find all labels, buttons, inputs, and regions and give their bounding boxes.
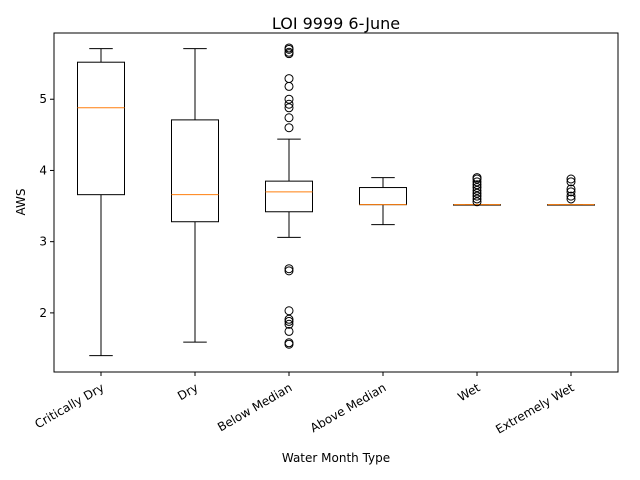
outlier-point [472, 177, 482, 187]
outlier-point [472, 185, 482, 195]
outlier-point [472, 188, 482, 198]
outlier-point [472, 197, 482, 207]
x-tick-label: Below Median [215, 380, 294, 434]
y-axis: 2 3 4 5 [39, 92, 54, 320]
outlier-point [284, 99, 294, 109]
outlier-point [566, 177, 576, 187]
box-group [547, 174, 595, 206]
x-tick-label: Extremely Wet [493, 380, 576, 436]
box-group [359, 177, 407, 226]
outlier-point [284, 306, 294, 316]
y-tick-label: 2 [39, 306, 47, 320]
outlier-point [284, 44, 294, 54]
x-tick-label: Critically Dry [32, 380, 106, 431]
outlier-point [284, 266, 294, 276]
x-axis-label: Water Month Type [282, 451, 390, 465]
y-tick-label: 4 [39, 163, 47, 177]
box-iqr [265, 180, 313, 213]
x-tick-label: Dry [175, 380, 200, 403]
outlier-point [566, 194, 576, 204]
box-group [77, 48, 125, 357]
outlier-point [472, 194, 482, 204]
box-iqr [171, 119, 219, 223]
y-tick-label: 5 [39, 92, 47, 106]
outlier-point [284, 81, 294, 91]
y-axis-label: AWS [14, 188, 28, 215]
outlier-point [472, 191, 482, 201]
outlier-point [284, 94, 294, 104]
chart-title: LOI 9999 6-June [272, 14, 400, 33]
axes-frame [53, 32, 619, 373]
outlier-point [284, 49, 294, 59]
box-group [171, 48, 219, 343]
x-axis: Critically Dry Dry Below Median Above Media… [32, 372, 577, 437]
outlier-point [284, 319, 294, 329]
outlier-point [284, 123, 294, 133]
outlier-point [284, 326, 294, 336]
outlier-point [284, 113, 294, 123]
box-group [453, 173, 501, 207]
outlier-point [472, 180, 482, 190]
box-group [265, 43, 313, 349]
outlier-point [284, 74, 294, 84]
y-tick-label: 3 [39, 235, 47, 249]
outlier-point [284, 316, 294, 326]
outlier-point [566, 184, 576, 194]
outlier-point [566, 187, 576, 197]
box-iqr [359, 187, 407, 206]
box-iqr [77, 61, 125, 196]
outlier-point [284, 314, 294, 324]
x-tick-label: Wet [455, 380, 482, 404]
x-tick-label: Above Median [308, 380, 389, 435]
outlier-point [284, 103, 294, 113]
outlier-point [472, 183, 482, 193]
outlier-point [284, 264, 294, 274]
outlier-point [566, 174, 576, 184]
outlier-point [284, 339, 294, 349]
plot-area [77, 43, 595, 357]
outlier-point [472, 174, 482, 184]
outlier-point [566, 191, 576, 201]
